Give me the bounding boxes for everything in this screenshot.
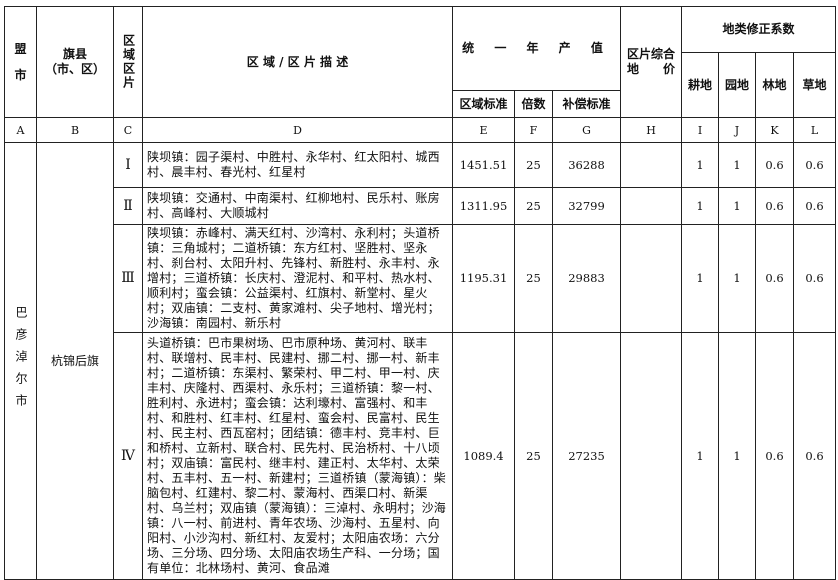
column-letter-row: A B C D E F G H I J K L <box>4 117 837 143</box>
header-zone-standard: 区域标准 <box>452 90 515 118</box>
column-letter: K <box>755 117 794 143</box>
header-row-1: 盟 市 旗县 （市、区） 区域区片 区 域 / 区 片 描 述 统 一 年 产 值… <box>4 6 837 118</box>
zone-cell: Ⅰ <box>113 142 143 188</box>
grass-cell: 0.6 <box>792 187 837 225</box>
compensation-cell: 27235 <box>552 332 621 580</box>
table-row: 巴彦淖尔市 杭锦后旗 Ⅰ 陕坝镇：园子渠村、中胜村、永华村、红太阳村、城西村、晨… <box>4 142 837 580</box>
banner-county-cell: 杭锦后旗 <box>36 142 114 580</box>
cultivated-cell: 1 <box>681 224 719 333</box>
zone-standard-cell: 1089.4 <box>452 332 515 580</box>
zone-standard-cell: 1451.51 <box>452 142 515 188</box>
multiple-cell: 25 <box>514 187 553 225</box>
header-composite-price: 区片综合地 价 <box>620 6 682 118</box>
column-letter: F <box>514 117 553 143</box>
multiple-cell: 25 <box>514 332 553 580</box>
cultivated-cell: 1 <box>681 187 719 225</box>
table-row: Ⅱ 陕坝镇：交通村、中南渠村、红柳地村、民乐村、账房村、高峰村、大顺城村 131… <box>5 187 837 225</box>
compensation-cell: 32799 <box>552 187 621 225</box>
header-description: 区 域 / 区 片 描 述 <box>142 6 453 118</box>
description-cell: 陕坝镇：交通村、中南渠村、红柳地村、民乐村、账房村、高峰村、大顺城村 <box>142 187 453 225</box>
column-letter: G <box>552 117 621 143</box>
table-row: Ⅲ 陕坝镇：赤峰村、满天红村、沙湾村、永利村；头道桥镇：三角城村；二道桥镇：东方… <box>5 224 837 333</box>
cultivated-cell: 1 <box>681 332 719 580</box>
grass-cell: 0.6 <box>792 332 837 580</box>
forest-cell: 0.6 <box>755 142 794 188</box>
header-garden: 园地 <box>718 52 756 118</box>
header-league-city: 盟 市 <box>4 6 37 118</box>
grass-cell: 0.6 <box>792 224 837 333</box>
header-grass: 草地 <box>792 52 837 118</box>
column-letter: H <box>620 117 682 143</box>
column-letter: L <box>792 117 837 143</box>
header-forest: 林地 <box>755 52 794 118</box>
header-cultivated: 耕地 <box>681 52 719 118</box>
forest-cell: 0.6 <box>755 224 794 333</box>
garden-cell: 1 <box>718 187 756 225</box>
composite-price-cell <box>620 224 682 333</box>
description-cell: 陕坝镇：赤峰村、满天红村、沙湾村、永利村；头道桥镇：三角城村；二道桥镇：东方红村… <box>142 224 453 333</box>
forest-cell: 0.6 <box>755 187 794 225</box>
garden-cell: 1 <box>718 332 756 580</box>
header-land-correction: 地类修正系数 <box>680 6 837 53</box>
description-cell: 陕坝镇：园子渠村、中胜村、永华村、红太阳村、城西村、晨丰村、春光村、红星村 <box>142 142 453 188</box>
league-city-cell: 巴彦淖尔市 <box>4 142 37 580</box>
zone-cell: Ⅲ <box>113 224 143 333</box>
garden-cell: 1 <box>718 224 756 333</box>
column-letter: B <box>36 117 114 143</box>
header-zone: 区域区片 <box>113 6 143 118</box>
column-letter: C <box>113 117 143 143</box>
header-banner-county: 旗县 （市、区） <box>36 6 114 118</box>
forest-cell: 0.6 <box>755 332 794 580</box>
compensation-cell: 29883 <box>552 224 621 333</box>
table-row: Ⅳ 头道桥镇：巴市果树场、巴市原种场、黄河村、联丰村、联增村、民丰村、民建村、挪… <box>5 332 837 580</box>
column-letter: A <box>4 117 37 143</box>
composite-price-cell <box>620 187 682 225</box>
column-letter: E <box>452 117 515 143</box>
land-price-table: 盟 市 旗县 （市、区） 区域区片 区 域 / 区 片 描 述 统 一 年 产 值… <box>4 6 837 580</box>
column-letter: D <box>142 117 453 143</box>
description-cell: 头道桥镇：巴市果树场、巴市原种场、黄河村、联丰村、联增村、民丰村、民建村、挪二村… <box>142 332 453 580</box>
column-letter: J <box>718 117 756 143</box>
column-letter: I <box>681 117 719 143</box>
header-compensation: 补偿标准 <box>552 90 621 118</box>
zone-standard-cell: 1195.31 <box>452 224 515 333</box>
compensation-cell: 36288 <box>552 142 621 188</box>
composite-price-cell <box>620 332 682 580</box>
composite-price-cell <box>620 142 682 188</box>
zone-standard-cell: 1311.95 <box>452 187 515 225</box>
multiple-cell: 25 <box>514 142 553 188</box>
zone-cell: Ⅱ <box>113 187 143 225</box>
header-multiple: 倍数 <box>514 90 553 118</box>
header-row-2: 耕地 园地 林地 草地 <box>5 52 837 118</box>
garden-cell: 1 <box>718 142 756 188</box>
header-annual-output: 统 一 年 产 值 <box>452 6 621 91</box>
grass-cell: 0.6 <box>792 142 837 188</box>
header-row-3: 区域标准 倍数 补偿标准 <box>5 90 836 118</box>
cultivated-cell: 1 <box>681 142 719 188</box>
zone-cell: Ⅳ <box>113 332 143 580</box>
multiple-cell: 25 <box>514 224 553 333</box>
